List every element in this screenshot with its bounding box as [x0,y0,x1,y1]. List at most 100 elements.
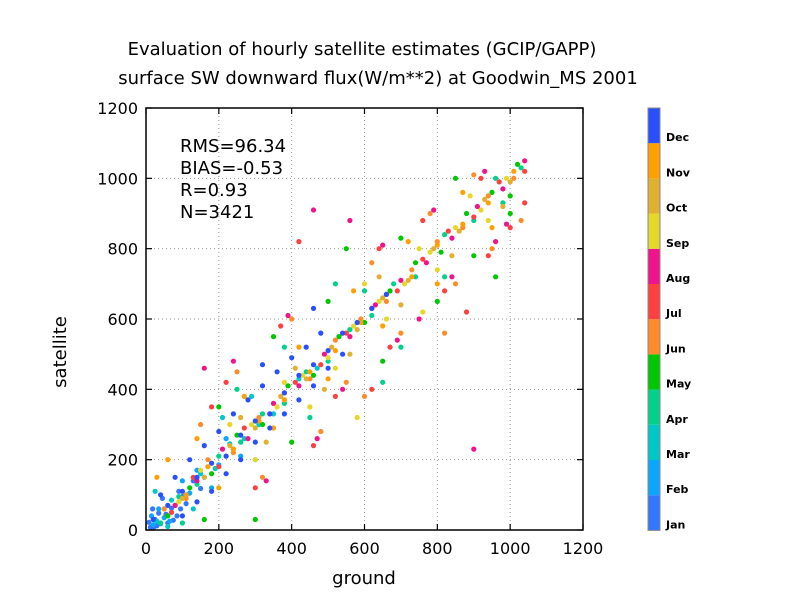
data-point-dec [194,499,200,505]
data-point-jul [376,246,382,252]
data-point-sep [274,404,280,410]
data-point-aug [285,312,291,319]
data-point-jul [522,168,528,174]
data-point-apr [179,520,185,526]
data-point-dec [245,397,251,403]
data-point-jun [259,474,266,480]
data-point-may [216,404,222,410]
data-point-apr [238,439,244,445]
data-point-nov [358,319,364,326]
data-point-dec [223,471,229,477]
data-point-sep [467,193,473,199]
data-point-sep [325,355,331,361]
data-point-mar [270,411,277,417]
data-point-apr [158,520,164,526]
data-point-dec [252,418,258,424]
legend-swatch-jul [648,284,660,320]
data-point-aug [503,221,510,227]
data-point-dec [267,411,273,417]
data-point-may [289,439,295,445]
data-point-dec [289,355,295,361]
data-point-apr [380,379,386,385]
data-point-dec [179,513,185,519]
legend-swatch-jan [648,495,660,531]
data-point-aug [493,239,499,245]
data-point-jul [296,239,302,245]
y-tick-label: 600 [107,310,138,329]
y-tick-label: 200 [107,451,138,470]
y-tick-label: 1000 [97,169,138,188]
data-point-dec [223,453,229,459]
data-point-sep [351,323,357,329]
data-point-mar [241,436,247,442]
data-point-nov [351,288,357,294]
data-point-mar [190,506,196,512]
data-point-aug [431,207,437,213]
data-point-jun [383,298,389,304]
data-point-jun [161,506,167,512]
data-point-apr [234,386,240,392]
data-point-dec [281,411,287,417]
data-point-jul [343,330,349,336]
data-point-oct [405,277,411,283]
y-axis-label: satellite [50,316,71,388]
data-point-sep [332,365,338,371]
data-point-jun [205,457,211,463]
data-points [146,158,528,531]
data-point-mar [219,414,226,421]
data-point-nov [460,189,466,195]
data-point-apr [500,200,506,206]
data-point-may [463,210,470,217]
data-point-apr [412,274,419,280]
data-point-dec [340,351,346,357]
data-point-dec [310,383,317,389]
data-point-sep [198,467,204,473]
data-point-nov [434,242,440,248]
data-point-may [336,334,342,340]
data-point-oct [179,495,185,501]
data-point-jan [176,488,182,494]
data-point-oct [321,386,327,392]
data-point-apr [307,414,313,421]
data-point-jun [511,175,517,181]
data-point-jun [234,369,240,375]
data-point-dec [318,330,324,336]
data-point-sep [402,281,408,287]
data-point-sep [281,379,287,385]
data-point-jun [332,337,338,343]
data-point-jul [278,323,284,329]
data-point-jul [522,200,528,206]
data-point-oct [500,203,506,210]
data-point-jul [252,485,258,491]
data-point-nov [216,485,222,491]
data-point-apr [216,453,222,459]
data-point-jan [146,519,152,525]
data-point-dec [172,474,178,480]
data-point-dec [259,383,266,389]
legend-label: Sep [666,237,689,250]
data-point-dec [310,362,317,368]
data-point-jul [369,386,375,392]
legend-label: Apr [666,413,688,426]
data-point-dec [252,439,258,445]
data-point-nov [307,369,313,375]
data-point-sep [376,298,382,304]
data-point-dec [216,428,222,435]
x-tick-label: 0 [141,539,151,558]
data-point-oct [431,246,437,252]
data-point-oct [456,228,462,234]
data-point-aug [423,260,429,266]
legend-label: Mar [666,448,690,461]
data-point-jan [178,506,184,512]
data-point-jan [174,513,180,519]
data-point-jan [183,501,189,507]
data-point-nov [256,418,262,424]
data-point-aug [347,217,353,224]
data-point-dec [325,348,331,354]
axis-ticks: 0 200 400 600 800 1000 1200 0 200 400 600 800 1000 12… [97,99,603,558]
data-point-oct [329,344,335,350]
data-point-apr [391,281,397,287]
legend-label: Jul [665,307,682,320]
